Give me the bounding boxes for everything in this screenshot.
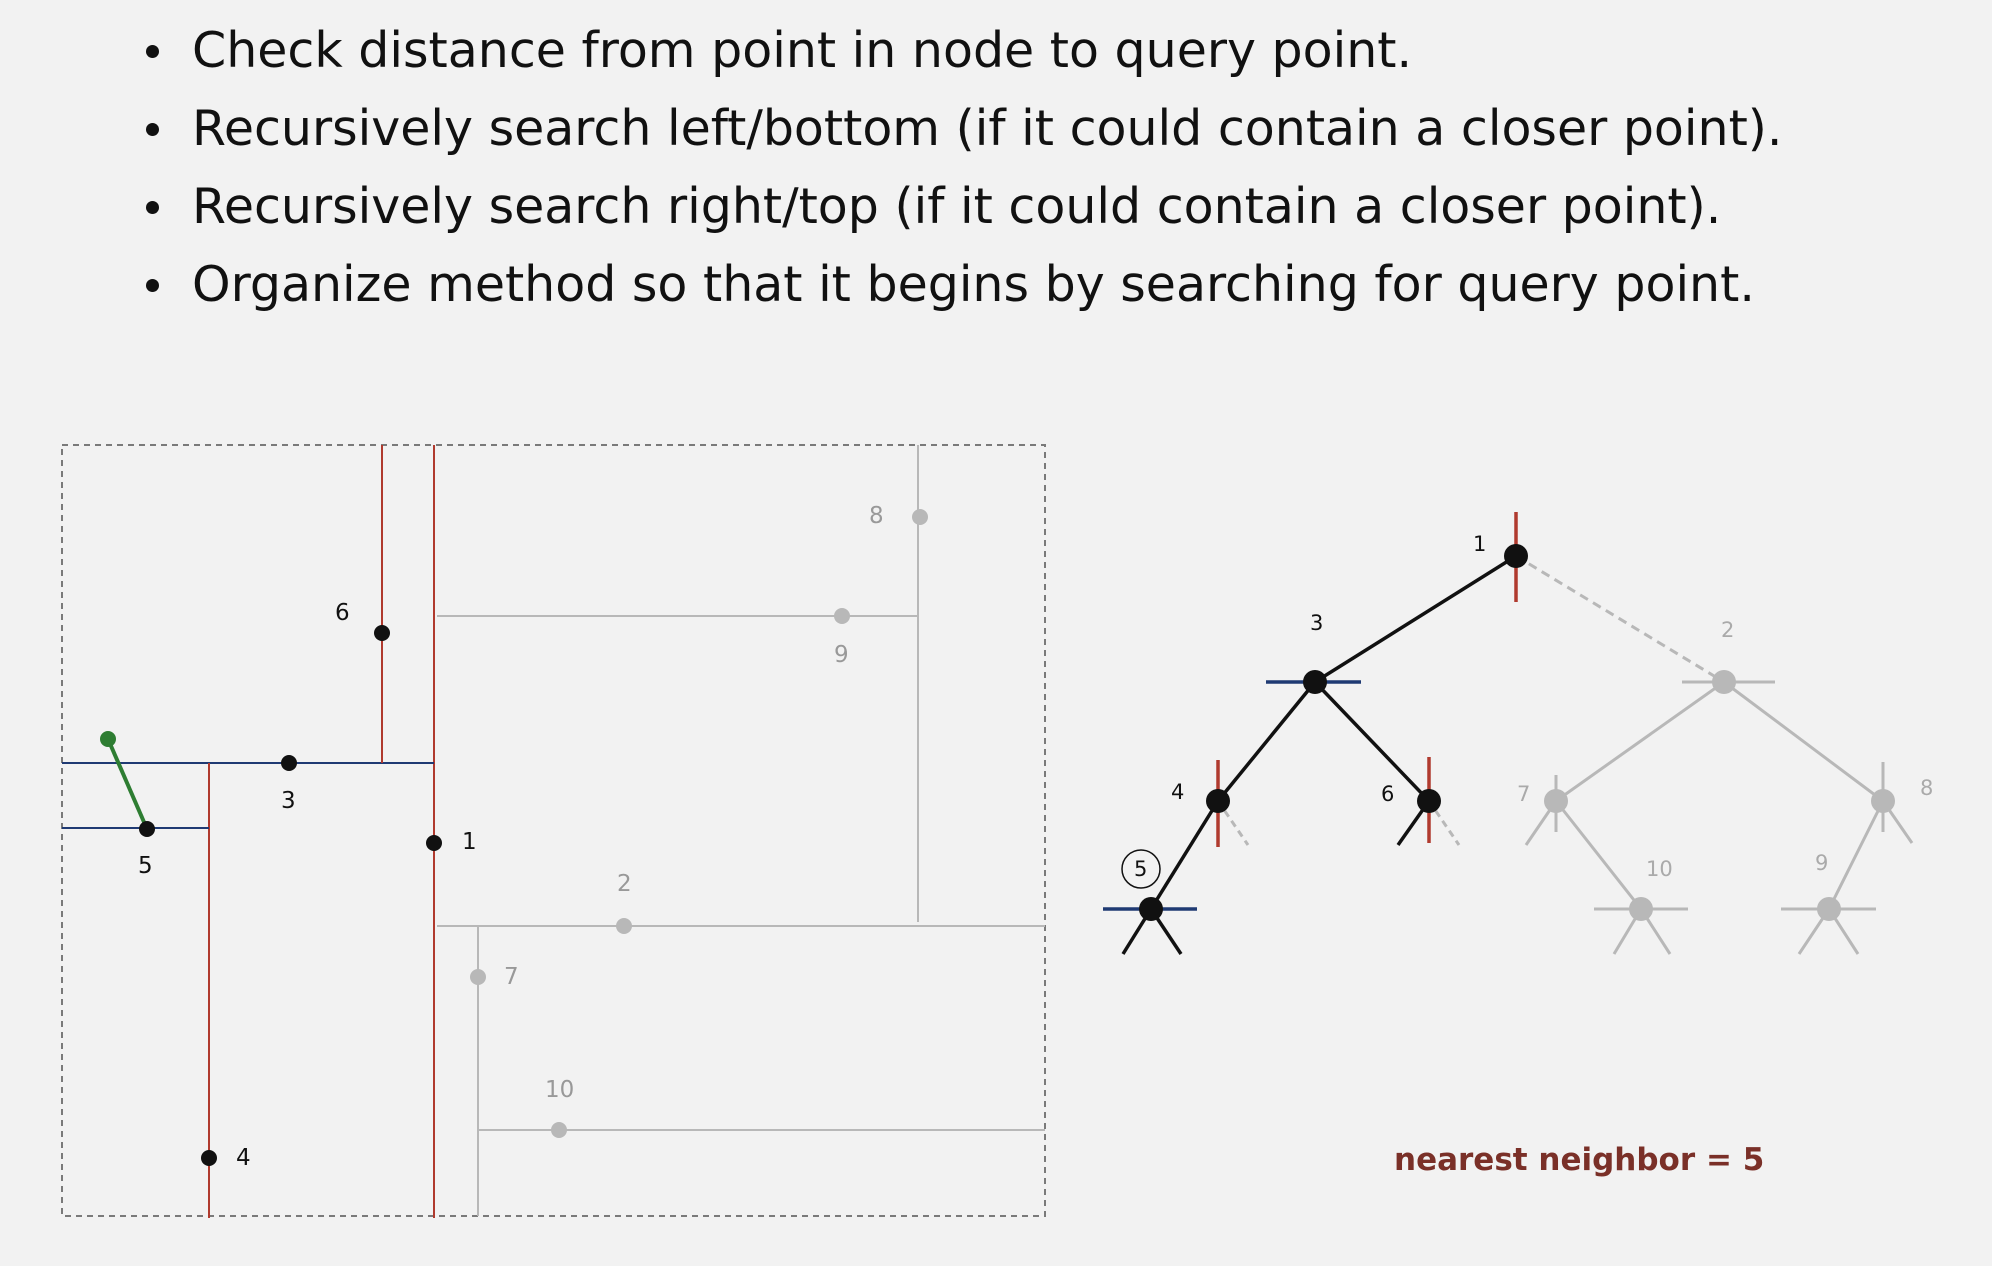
tree-label-4: 4 (1171, 780, 1184, 804)
tree-edge-2-7 (1555, 680, 1725, 803)
active-points (139, 625, 442, 1166)
tree-label-3: 3 (1310, 611, 1323, 635)
nearest-neighbor-result: nearest neighbor = 5 (1394, 1142, 1764, 1178)
plane-label-1: 1 (462, 829, 477, 855)
inactive-tree-nodes (1544, 670, 1895, 921)
tree-edge-8-9 (1827, 800, 1885, 910)
tree-edge-3-6 (1313, 680, 1431, 803)
bullet-item: Organize method so that it begins by sea… (140, 246, 1783, 324)
bullet-dot (146, 279, 159, 292)
tree-label-5: 5 (1134, 857, 1147, 881)
point-1 (426, 835, 442, 851)
tree-edge-7-10 (1554, 800, 1643, 910)
tree-node-2 (1712, 670, 1736, 694)
point-10 (551, 1122, 567, 1138)
plane-label-9: 9 (834, 642, 849, 668)
plane-label-7: 7 (504, 964, 519, 990)
nearest-marker-circle (1121, 849, 1161, 889)
tree-label-8: 8 (1920, 776, 1933, 800)
tree-edge-1-3 (1314, 554, 1517, 684)
tree-stub-pruned (1427, 800, 1461, 846)
tree-label-7: 7 (1517, 782, 1530, 806)
tree-node-4 (1206, 789, 1230, 813)
tree-node-7 (1544, 789, 1568, 813)
bullet-text: Recursively search left/bottom (if it co… (192, 100, 1783, 157)
query-distance-line (106, 738, 149, 830)
inactive-points (470, 509, 928, 1138)
tree-edge-4-5 (1149, 800, 1220, 910)
plane-label-3: 3 (281, 788, 296, 814)
bullet-text: Organize method so that it begins by sea… (192, 256, 1755, 313)
tree-label-6: 6 (1381, 782, 1394, 806)
bullet-item: Recursively search left/bottom (if it co… (140, 90, 1783, 168)
tree-label-10: 10 (1646, 857, 1673, 881)
tree-node-8 (1871, 789, 1895, 813)
tree-node-1 (1504, 544, 1528, 568)
active-tree-nodes (1139, 544, 1528, 921)
point-2 (616, 918, 632, 934)
tree-panel: 1 2 3 4 5 6 7 8 9 10 (1103, 512, 1933, 955)
tree-edge-2-8 (1723, 680, 1884, 803)
tree-node-3 (1303, 670, 1327, 694)
plane-label-4: 4 (236, 1145, 251, 1171)
point-7 (470, 969, 486, 985)
plane-label-10: 10 (545, 1077, 574, 1103)
point-4 (201, 1150, 217, 1166)
tree-node-5 (1139, 897, 1163, 921)
plane-label-5: 5 (138, 853, 153, 879)
tree-stub-pruned (1216, 800, 1250, 846)
bullet-text: Recursively search right/top (if it coul… (192, 178, 1722, 235)
bullet-text: Check distance from point in node to que… (192, 22, 1413, 79)
plane-label-6: 6 (335, 600, 350, 626)
point-3 (281, 755, 297, 771)
point-6 (374, 625, 390, 641)
tree-label-2: 2 (1721, 618, 1734, 642)
tree-node-9 (1817, 897, 1841, 921)
query-point (100, 731, 116, 747)
bullet-dot (146, 201, 159, 214)
tree-node-10 (1629, 897, 1653, 921)
tree-edge-3-4 (1216, 680, 1317, 803)
bullet-dot (146, 45, 159, 58)
bullet-item: Check distance from point in node to que… (140, 12, 1783, 90)
inactive-splits (437, 445, 1045, 1216)
plane-label-8: 8 (869, 503, 884, 529)
tree-label-9: 9 (1815, 851, 1828, 875)
inactive-subtree (1216, 554, 1914, 955)
tree-node-6 (1417, 789, 1441, 813)
plane-point-labels: 1 2 3 4 5 6 7 8 9 10 (138, 503, 884, 1171)
point-8 (912, 509, 928, 525)
tree-node-labels: 1 2 3 4 5 6 7 8 9 10 (1134, 532, 1933, 881)
bullet-list: Check distance from point in node to que… (140, 12, 1783, 324)
plane-panel: 1 2 3 4 5 6 7 8 9 10 (61, 444, 1046, 1218)
point-9 (834, 608, 850, 624)
bullet-dot (146, 123, 159, 136)
bullet-item: Recursively search right/top (if it coul… (140, 168, 1783, 246)
plane-label-2: 2 (617, 871, 632, 897)
plane-boundary (61, 444, 1046, 1217)
point-5 (139, 821, 155, 837)
tree-label-1: 1 (1473, 532, 1486, 556)
tree-edge-1-2 (1515, 554, 1725, 684)
